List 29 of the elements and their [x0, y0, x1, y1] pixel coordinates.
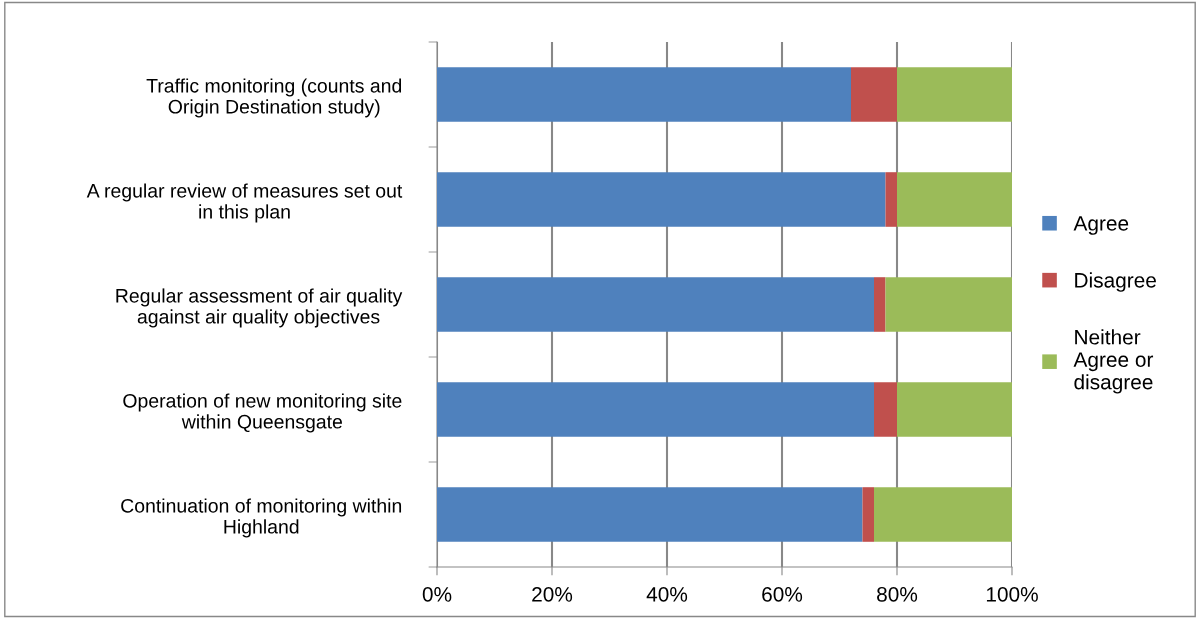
legend-label: Neither Agree or disagree — [1073, 329, 1154, 394]
bar — [437, 382, 874, 437]
y-tick-label: Continuation of monitoring within Highland — [121, 498, 402, 538]
y-tick-label: Regular assessment of air quality against air quality objectives — [116, 288, 403, 328]
x-tick-label: 0% — [422, 586, 452, 602]
x-tick-label: 40% — [646, 586, 688, 602]
bar — [874, 487, 1012, 542]
bar — [437, 67, 851, 122]
bar — [851, 67, 897, 122]
legend-label: Disagree — [1075, 272, 1156, 292]
bar — [885, 172, 897, 227]
bar — [885, 277, 1012, 332]
bar — [437, 487, 863, 542]
bar — [897, 172, 1012, 227]
y-tick-label: Operation of new monitoring site within Queensgate — [123, 393, 402, 433]
y-tick-label: A regular review of measures set out in this plan — [86, 183, 403, 223]
x-tick-label: 60% — [762, 586, 803, 602]
bar — [897, 67, 1012, 122]
x-tick-label: 80% — [877, 586, 918, 602]
y-tick-label: Traffic monitoring (counts and Origin Destination study) — [146, 78, 402, 118]
x-tick-label: 20% — [532, 586, 573, 602]
legend-label: Agree — [1073, 216, 1129, 235]
x-tick-label: 100% — [986, 586, 1038, 602]
bar — [437, 172, 886, 227]
bar — [862, 487, 874, 542]
bar — [437, 277, 874, 332]
bar — [897, 382, 1012, 437]
bar — [874, 277, 886, 332]
bar — [874, 382, 897, 437]
